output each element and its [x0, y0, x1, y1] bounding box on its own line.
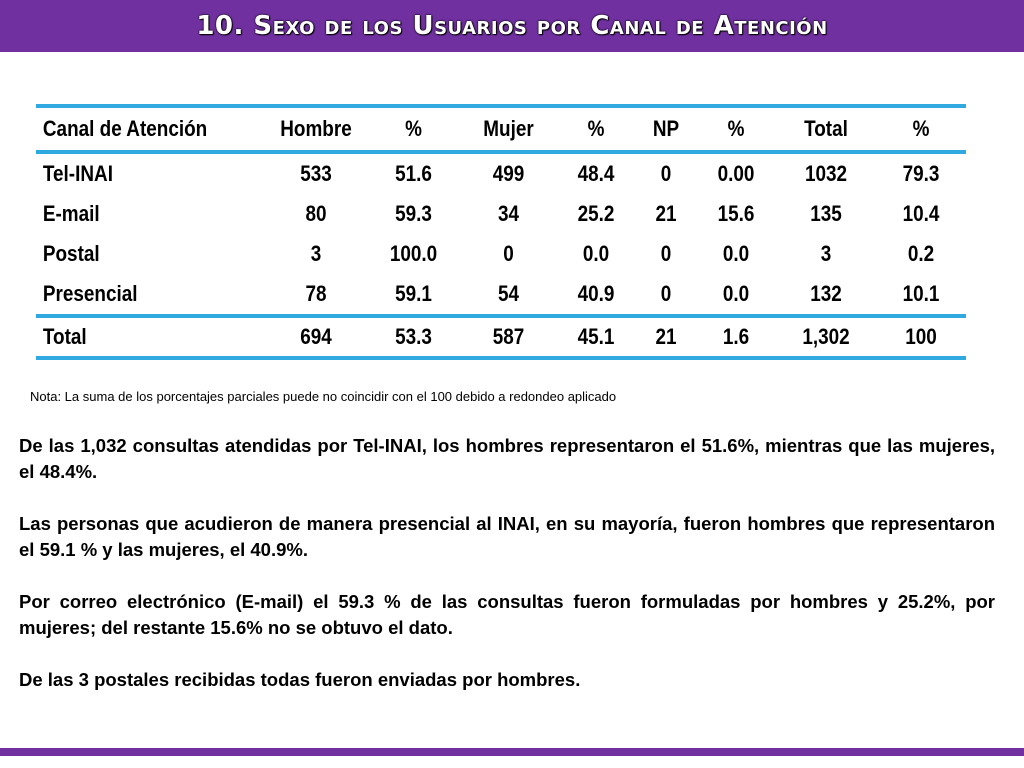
table-cell: 0: [660, 241, 672, 266]
column-header: Hombre: [273, 104, 359, 154]
table-cell: 34: [497, 201, 520, 226]
table-cell: 59.3: [395, 201, 432, 226]
table-cell: 135: [810, 201, 842, 226]
paragraph: Por correo electrónico (E-mail) el 59.3 …: [19, 591, 995, 638]
table-cell: 51.6: [395, 161, 432, 186]
data-table-container: Canal de Atención Hombre % Mujer % NP % …: [36, 104, 966, 360]
table-cell: 0.0: [582, 241, 610, 266]
paragraph: Las personas que acudieron de manera pre…: [19, 513, 995, 560]
table-cell: 1.6: [701, 314, 771, 360]
table-cell: 53.3: [372, 314, 455, 360]
table-note: Nota: La suma de los porcentajes parcial…: [30, 389, 617, 404]
table-cell: Tel-INAI: [42, 161, 113, 186]
table-cell: 1032: [804, 161, 848, 186]
table-cell: 40.9: [577, 281, 615, 306]
paragraph: De las 1,032 consultas atendidas por Tel…: [19, 435, 995, 482]
table-cell: 80: [305, 201, 327, 226]
table-cell: E-mail: [42, 201, 100, 226]
column-header: %: [882, 104, 960, 154]
table-total-row: Total 694 53.3 587 45.1 21 1.6 1,302 100: [36, 314, 966, 360]
table-cell: 132: [810, 281, 842, 306]
table-cell: 0.0: [722, 281, 750, 306]
table-cell: 1,302: [783, 314, 869, 360]
table-cell: 59.1: [395, 281, 432, 306]
table-cell: 587: [467, 314, 550, 360]
table-cell: 3: [310, 241, 322, 266]
column-header: %: [701, 104, 771, 154]
column-header: Mujer: [467, 104, 550, 154]
table-cell: 533: [300, 161, 332, 186]
table-cell: 100.0: [389, 241, 438, 266]
table-row: Tel-INAI 533 51.6 499 48.4 0 0.00 1032 7…: [36, 152, 966, 194]
table-cell: 21: [655, 201, 677, 226]
page-title: 10. Sexo de los Usuarios por Canal de At…: [196, 11, 828, 41]
table-cell: 694: [273, 314, 359, 360]
bottom-bar: [0, 748, 1024, 756]
column-header: NP: [640, 104, 692, 154]
title-bar: 10. Sexo de los Usuarios por Canal de At…: [0, 0, 1024, 52]
table-cell: 0: [660, 161, 672, 186]
table-cell: 54: [497, 281, 520, 306]
column-header: %: [561, 104, 631, 154]
table-cell: 0.0: [722, 241, 750, 266]
table-cell: 3: [820, 241, 832, 266]
table-cell: 48.4: [577, 161, 615, 186]
data-table: Canal de Atención Hombre % Mujer % NP % …: [36, 104, 966, 360]
table-cell: Presencial: [42, 281, 138, 306]
table-cell: 25.2: [577, 201, 615, 226]
table-cell: 10.4: [902, 201, 940, 226]
table-cell: Postal: [42, 241, 100, 266]
column-header: %: [372, 104, 455, 154]
table-cell: 100: [882, 314, 960, 360]
body-text: De las 1,032 consultas atendidas por Tel…: [19, 433, 995, 719]
table-cell: 79.3: [902, 161, 940, 186]
table-row: Presencial 78 59.1 54 40.9 0 0.0 132 10.…: [36, 274, 966, 316]
paragraph: De las 3 postales recibidas todas fueron…: [19, 669, 581, 690]
table-cell: 10.1: [902, 281, 940, 306]
table-cell: 78: [305, 281, 327, 306]
column-header: Canal de Atención: [36, 104, 234, 154]
table-row: E-mail 80 59.3 34 25.2 21 15.6 135 10.4: [36, 194, 966, 234]
column-header: Total: [783, 104, 869, 154]
table-cell: 0: [660, 281, 672, 306]
table-cell: 45.1: [561, 314, 631, 360]
table-header-row: Canal de Atención Hombre % Mujer % NP % …: [36, 104, 966, 154]
table-cell: 21: [640, 314, 692, 360]
table-cell: Total: [36, 314, 234, 360]
table-cell: 0: [503, 241, 514, 266]
table-cell: 499: [492, 161, 525, 186]
table-cell: 0.2: [907, 241, 935, 266]
table-row: Postal 3 100.0 0 0.0 0 0.0 3 0.2: [36, 234, 966, 274]
table-cell: 0.00: [717, 161, 755, 186]
table-cell: 15.6: [717, 201, 755, 226]
